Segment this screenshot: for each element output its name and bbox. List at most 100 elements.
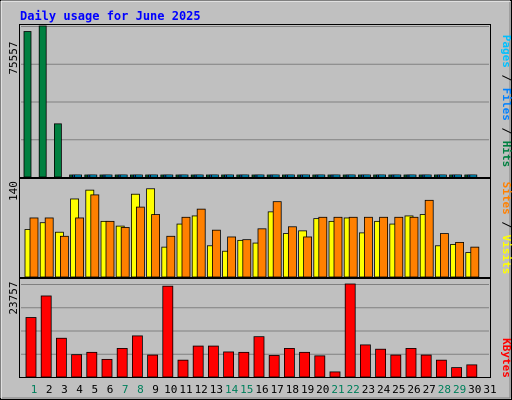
panel-hits-bars <box>23 25 478 178</box>
bar-kbytes-day-10 <box>162 285 174 378</box>
x-tick-label: 20 <box>316 383 329 396</box>
bar-sites-day-7 <box>120 227 130 278</box>
bar-sites-day-29 <box>455 241 465 278</box>
bar-sites-day-25 <box>394 216 404 278</box>
chart-title: Daily usage for June 2025 <box>20 9 201 23</box>
bar-pages-day-4 <box>74 174 82 178</box>
x-tick-label: 23 <box>362 383 375 396</box>
bar-sites-day-5 <box>90 194 100 278</box>
bar-pages-day-13 <box>210 174 219 178</box>
x-tick-label: 27 <box>423 383 436 396</box>
bar-kbytes-day-26 <box>405 348 417 378</box>
bar-sites-day-20 <box>318 216 328 278</box>
bar-sites-day-10 <box>166 235 176 278</box>
x-tick-label: 2 <box>46 383 53 396</box>
x-tick-label: 8 <box>137 383 144 396</box>
bar-kbytes-day-12 <box>192 345 204 378</box>
bar-pages-day-12 <box>195 174 204 178</box>
bar-kbytes-day-2 <box>40 295 52 378</box>
bar-pages-day-5 <box>89 174 98 178</box>
bar-kbytes-day-20 <box>314 355 326 378</box>
bar-sites-day-15 <box>242 239 252 278</box>
x-tick-label: 28 <box>438 383 451 396</box>
bar-sites-day-30 <box>470 246 480 278</box>
bar-kbytes-day-17 <box>268 355 280 378</box>
bar-pages-day-26 <box>408 174 417 178</box>
x-tick-label: 4 <box>76 383 83 396</box>
bar-kbytes-day-30 <box>466 364 478 378</box>
bar-sites-day-28 <box>439 233 449 278</box>
panel-hits-gridlines <box>21 26 489 141</box>
bar-sites-day-21 <box>333 216 343 278</box>
bar-kbytes-day-28 <box>435 359 447 378</box>
bar-kbytes-day-25 <box>390 354 402 378</box>
bar-hits-day-3 <box>54 123 62 178</box>
bar-kbytes-day-19 <box>299 351 311 378</box>
x-tick-label: 29 <box>453 383 466 396</box>
bar-pages-day-22 <box>347 174 356 178</box>
panel-kbytes-bars <box>25 283 478 378</box>
x-tick-label: 10 <box>164 383 177 396</box>
x-tick-label: 5 <box>91 383 98 396</box>
bar-kbytes-day-16 <box>253 336 265 378</box>
x-tick-label: 19 <box>301 383 314 396</box>
bar-pages-day-18 <box>286 174 295 178</box>
bar-kbytes-day-22 <box>344 283 356 378</box>
bar-pages-day-28 <box>438 174 447 178</box>
x-tick-label: 12 <box>195 383 208 396</box>
bar-sites-day-27 <box>424 199 434 278</box>
bar-kbytes-day-14 <box>223 351 235 378</box>
bar-sites-day-26 <box>409 216 419 278</box>
bar-pages-day-23 <box>362 174 371 178</box>
bar-pages-day-24 <box>378 174 387 178</box>
bar-pages-day-21 <box>332 174 341 178</box>
x-tick-label: 26 <box>407 383 420 396</box>
bar-kbytes-day-27 <box>420 354 432 378</box>
panel-visits-bars <box>24 188 480 278</box>
bar-sites-day-24 <box>379 216 389 278</box>
bar-kbytes-day-8 <box>131 335 143 378</box>
bar-kbytes-day-7 <box>116 348 128 378</box>
bar-pages-day-15 <box>241 174 250 178</box>
panel-hits-legend: Pages / Files / Hits <box>500 35 512 168</box>
x-tick-label: 3 <box>61 383 68 396</box>
bar-sites-day-9 <box>151 214 161 278</box>
bar-hits-day-2 <box>38 25 47 178</box>
bar-sites-day-18 <box>287 226 297 278</box>
bar-kbytes-day-15 <box>238 351 250 378</box>
bar-pages-day-20 <box>317 174 326 178</box>
bar-sites-day-11 <box>181 216 191 278</box>
bar-sites-day-3 <box>60 235 69 278</box>
legend-hits: Hits <box>500 141 512 168</box>
legend-kbytes: KBytes <box>500 338 512 378</box>
panel-hits-frame <box>19 24 491 178</box>
bar-kbytes-day-4 <box>71 354 82 378</box>
x-tick-label: 6 <box>107 383 114 396</box>
x-tick-label: 16 <box>255 383 268 396</box>
x-tick-label: 11 <box>179 383 192 396</box>
bar-pages-day-7 <box>119 174 128 178</box>
x-axis-day-labels: 1 2 3 4 5 6 7 8 9 10 11 12 13 14 15 16 17 18 19 20 21 22 23 24 2… <box>31 383 497 396</box>
panel-hits-ymax-label: 75557 <box>7 41 20 74</box>
bar-kbytes-day-5 <box>86 351 98 378</box>
bar-sites-day-14 <box>227 236 237 278</box>
x-tick-label: 17 <box>271 383 284 396</box>
bar-pages-day-9 <box>150 174 159 178</box>
x-tick-label: 25 <box>392 383 405 396</box>
bar-pages-day-16 <box>256 174 265 178</box>
bar-pages-day-8 <box>134 174 143 178</box>
bar-sites-day-8 <box>135 206 145 278</box>
x-tick-label: 22 <box>347 383 360 396</box>
bar-pages-day-11 <box>180 174 189 178</box>
bar-sites-day-16 <box>257 228 267 278</box>
bar-sites-day-1 <box>29 217 39 278</box>
bar-pages-day-19 <box>302 174 311 178</box>
x-tick-label: 14 <box>225 383 239 396</box>
bar-pages-day-6 <box>104 174 113 178</box>
bar-kbytes-day-29 <box>451 367 463 378</box>
bar-sites-day-19 <box>303 236 313 278</box>
x-tick-label: 30 <box>468 383 481 396</box>
bar-kbytes-day-6 <box>101 358 113 378</box>
x-tick-label: 31 <box>483 383 496 396</box>
